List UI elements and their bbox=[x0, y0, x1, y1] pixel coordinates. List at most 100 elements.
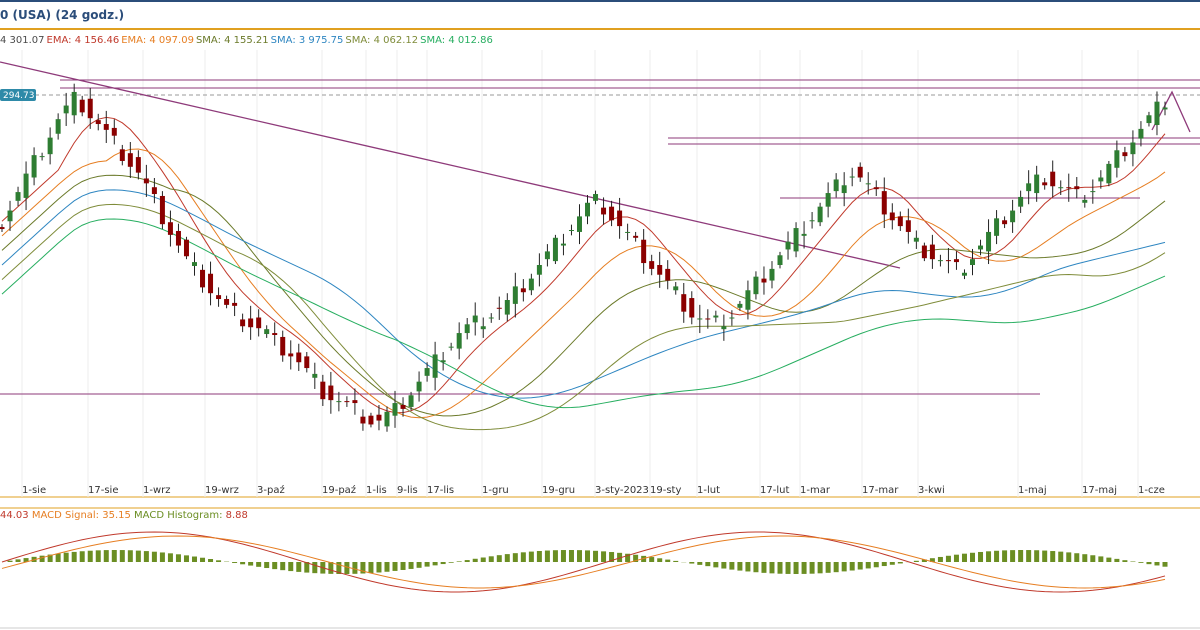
candle-body bbox=[143, 178, 149, 184]
candle-body bbox=[408, 395, 414, 407]
macd-histogram-bar bbox=[961, 553, 967, 562]
macd-histogram-bar bbox=[601, 551, 607, 562]
candle-body bbox=[913, 237, 919, 242]
candle-body bbox=[360, 416, 366, 424]
macd-histogram-bar bbox=[360, 562, 366, 574]
candle-body bbox=[825, 193, 831, 207]
candle-body bbox=[256, 317, 262, 329]
candle-body bbox=[978, 245, 984, 250]
candle-body bbox=[649, 261, 655, 269]
macd-legend-item: MACD Signal: 35.15 bbox=[31, 510, 135, 521]
candle-body bbox=[432, 354, 438, 378]
macd-histogram-bar bbox=[1066, 552, 1072, 562]
candle-body bbox=[633, 235, 639, 238]
x-tick-label: 1-lut bbox=[697, 485, 720, 496]
x-tick-label: 19-paź bbox=[322, 484, 356, 496]
macd-histogram-bar bbox=[344, 562, 350, 574]
legend-item: EMA: 4 097.09 bbox=[121, 35, 194, 46]
candle-body bbox=[159, 195, 165, 225]
x-tick-label: 1-lis bbox=[366, 485, 387, 496]
x-tick-label: 1-mar bbox=[800, 485, 831, 496]
macd-histogram-bar bbox=[376, 562, 382, 573]
macd-histogram-bar bbox=[929, 558, 935, 562]
candle-body bbox=[617, 210, 623, 227]
macd-histogram-bar bbox=[713, 562, 719, 568]
macd-histogram-bar bbox=[7, 560, 13, 562]
candle-body bbox=[304, 356, 310, 369]
macd-histogram-bar bbox=[191, 556, 197, 562]
x-tick-label: 3-sty-2023 bbox=[595, 485, 649, 496]
candle-body bbox=[929, 244, 935, 260]
macd-histogram-bar bbox=[833, 562, 839, 573]
candle-body bbox=[1026, 183, 1032, 192]
macd-histogram-bar bbox=[448, 562, 454, 563]
candle-body bbox=[504, 300, 510, 315]
macd-histogram-bar bbox=[352, 562, 358, 574]
candle-body bbox=[488, 317, 494, 319]
macd-histogram-bar bbox=[536, 550, 542, 562]
macd-histogram-bar bbox=[464, 560, 470, 562]
ma-line bbox=[1, 218, 1166, 409]
candle-body bbox=[544, 251, 550, 260]
candle-body bbox=[689, 298, 695, 318]
trend-line bbox=[0, 61, 901, 269]
candle-body bbox=[39, 156, 45, 158]
macd-histogram-bar bbox=[272, 562, 278, 570]
candle-body bbox=[593, 194, 599, 201]
x-tick-label: 1-gru bbox=[482, 485, 509, 496]
candle-body bbox=[1138, 128, 1144, 139]
candle-body bbox=[175, 230, 181, 246]
macd-histogram-bar bbox=[312, 562, 318, 574]
candle-body bbox=[1018, 196, 1024, 207]
candle-body bbox=[336, 401, 342, 403]
macd-histogram-bar bbox=[95, 550, 101, 562]
macd-signal-line bbox=[1, 535, 1166, 589]
candle-body bbox=[881, 191, 887, 215]
macd-histogram-bar bbox=[560, 550, 566, 562]
candle-body bbox=[472, 315, 478, 323]
macd-histogram-bar bbox=[705, 562, 711, 567]
candle-body bbox=[937, 260, 943, 262]
x-tick-label: 17-mar bbox=[862, 485, 899, 496]
macd-histogram-bar bbox=[47, 554, 53, 562]
candle-body bbox=[970, 259, 976, 265]
x-tick-label: 1-wrz bbox=[143, 485, 171, 496]
macd-histogram-bar bbox=[127, 550, 133, 562]
x-tick-label: 3-kwi bbox=[918, 485, 945, 496]
candle-body bbox=[953, 259, 959, 263]
macd-histogram-bar bbox=[488, 556, 494, 562]
candle-body bbox=[865, 183, 871, 185]
macd-histogram-bar bbox=[151, 551, 157, 562]
macd-histogram-bar bbox=[1002, 550, 1008, 562]
candle-body bbox=[873, 187, 879, 190]
candle-body bbox=[921, 245, 927, 259]
macd-histogram-bar bbox=[593, 550, 599, 562]
candle-body bbox=[1106, 163, 1112, 184]
macd-histogram-bar bbox=[665, 559, 671, 562]
macd-histogram-bar bbox=[256, 562, 262, 567]
candle-body bbox=[1074, 186, 1080, 190]
macd-legend-item: 8.88 bbox=[225, 510, 248, 521]
macd-histogram-bar bbox=[1050, 551, 1056, 562]
candle-body bbox=[1042, 182, 1048, 186]
candle-body bbox=[568, 230, 574, 231]
macd-histogram-bar bbox=[1146, 562, 1152, 565]
macd-histogram-bar bbox=[304, 562, 310, 573]
candle-body bbox=[536, 265, 542, 275]
legend-item: SMA: 4 062.12 bbox=[345, 35, 419, 46]
macd-histogram-bar bbox=[777, 562, 783, 574]
candle-body bbox=[448, 346, 454, 348]
candle-body bbox=[288, 353, 294, 357]
candle-body bbox=[817, 206, 823, 223]
candle-body bbox=[833, 179, 839, 192]
macd-histogram-bar bbox=[657, 558, 663, 562]
x-tick-label: 3-paź bbox=[257, 484, 285, 496]
candle-body bbox=[47, 137, 53, 155]
candle-body bbox=[737, 303, 743, 308]
macd-histogram-bar bbox=[135, 550, 141, 562]
candle-body bbox=[753, 276, 759, 295]
macd-histogram-bar bbox=[39, 555, 45, 562]
macd-histogram-bar bbox=[1082, 554, 1088, 562]
macd-histogram-bar bbox=[528, 551, 534, 562]
